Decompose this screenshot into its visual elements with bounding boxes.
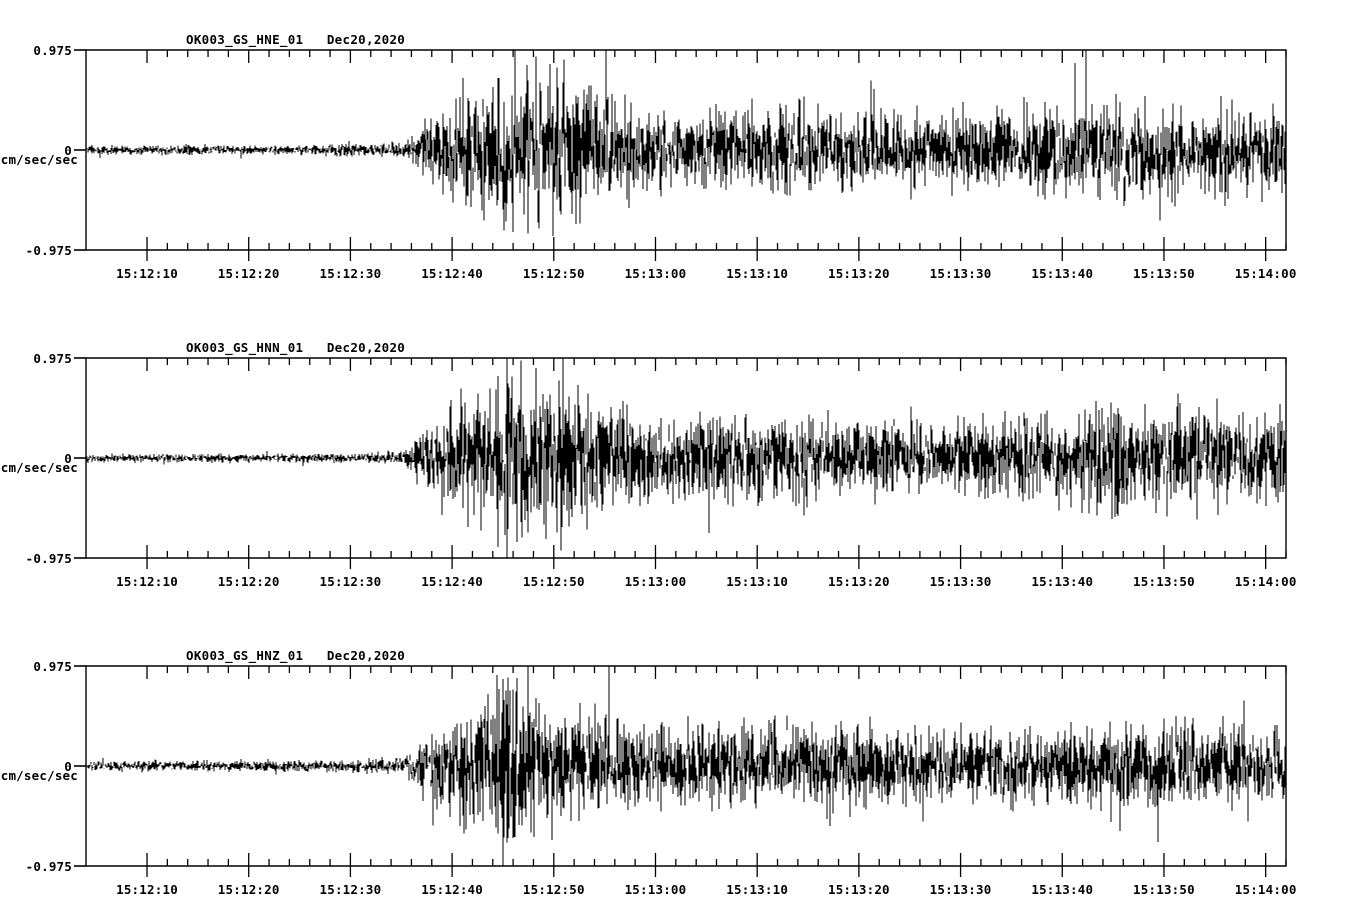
y-tick-label-hnz-bottom: -0.975 <box>25 859 72 874</box>
x-tick-label: 15:13:50 <box>1133 882 1195 897</box>
x-tick-label: 15:14:00 <box>1234 574 1297 589</box>
panel-title-hnz: OK003_GS_HNZ_01 Dec20,2020 <box>186 648 406 663</box>
x-tick-label: 15:12:40 <box>421 574 483 589</box>
x-tick-label: 15:13:40 <box>1031 266 1094 281</box>
x-tick-label: 15:13:30 <box>929 882 992 897</box>
y-tick-label-hne-zero: 0 <box>64 143 72 158</box>
x-tick-label: 15:12:20 <box>217 266 280 281</box>
x-tick-label: 15:13:30 <box>929 574 992 589</box>
x-tick-label: 15:14:00 <box>1234 882 1297 897</box>
y-axis-unit-label-hnz: cm/sec/sec <box>0 768 78 783</box>
x-tick-label: 15:12:20 <box>217 882 280 897</box>
x-tick-label: 15:12:50 <box>522 574 585 589</box>
x-tick-label: 15:12:20 <box>217 574 280 589</box>
seismogram-panel-hnz: OK003_GS_HNZ_01 Dec20,2020 cm/sec/sec 0.… <box>0 648 1358 908</box>
x-tick-label: 15:13:50 <box>1133 574 1195 589</box>
x-tick-label: 15:12:10 <box>116 882 178 897</box>
plot-area-hne <box>74 49 1287 261</box>
y-tick-label-hnn-zero: 0 <box>64 451 72 466</box>
panel-title-hne: OK003_GS_HNE_01 Dec20,2020 <box>186 32 406 47</box>
x-tick-label: 15:13:00 <box>624 882 687 897</box>
x-tick-label: 15:13:40 <box>1031 882 1094 897</box>
x-tick-label: 15:13:50 <box>1133 266 1195 281</box>
x-tick-label: 15:13:20 <box>827 266 890 281</box>
y-tick-label-hnz-zero: 0 <box>64 759 72 774</box>
x-tick-label: 15:13:10 <box>726 574 789 589</box>
x-tick-label: 15:12:30 <box>319 882 382 897</box>
y-axis-unit-label-hne: cm/sec/sec <box>0 152 78 167</box>
x-tick-label: 15:12:30 <box>319 574 382 589</box>
seismogram-panel-hnn: OK003_GS_HNN_01 Dec20,2020 cm/sec/sec 0.… <box>0 340 1358 600</box>
x-tick-label: 15:13:40 <box>1031 574 1094 589</box>
y-tick-label-hnz-top: 0.975 <box>33 659 72 674</box>
y-tick-label-hnn-top: 0.975 <box>33 351 72 366</box>
y-tick-label-hne-bottom: -0.975 <box>25 243 72 258</box>
x-tick-label: 15:13:10 <box>726 266 789 281</box>
x-tick-label: 15:12:10 <box>116 266 178 281</box>
plot-area-hnz <box>74 665 1287 877</box>
x-tick-label: 15:12:50 <box>522 882 585 897</box>
x-tick-label: 15:12:50 <box>522 266 585 281</box>
y-axis-unit-label-hnn: cm/sec/sec <box>0 460 78 475</box>
x-tick-label: 15:14:00 <box>1234 266 1297 281</box>
x-tick-label: 15:12:40 <box>421 882 483 897</box>
x-tick-label: 15:13:20 <box>827 574 890 589</box>
x-tick-label: 15:13:00 <box>624 574 687 589</box>
x-tick-label: 15:13:30 <box>929 266 992 281</box>
seismogram-panel-hne: OK003_GS_HNE_01 Dec20,2020 cm/sec/sec 0.… <box>0 32 1358 292</box>
x-tick-label: 15:12:40 <box>421 266 483 281</box>
y-tick-label-hne-top: 0.975 <box>33 43 72 58</box>
x-tick-label: 15:13:20 <box>827 882 890 897</box>
x-tick-label: 15:13:00 <box>624 266 687 281</box>
y-tick-label-hnn-bottom: -0.975 <box>25 551 72 566</box>
x-tick-label: 15:13:10 <box>726 882 789 897</box>
x-tick-label: 15:12:30 <box>319 266 382 281</box>
panel-title-hnn: OK003_GS_HNN_01 Dec20,2020 <box>186 340 406 355</box>
x-tick-label: 15:12:10 <box>116 574 178 589</box>
plot-area-hnn <box>74 357 1287 569</box>
